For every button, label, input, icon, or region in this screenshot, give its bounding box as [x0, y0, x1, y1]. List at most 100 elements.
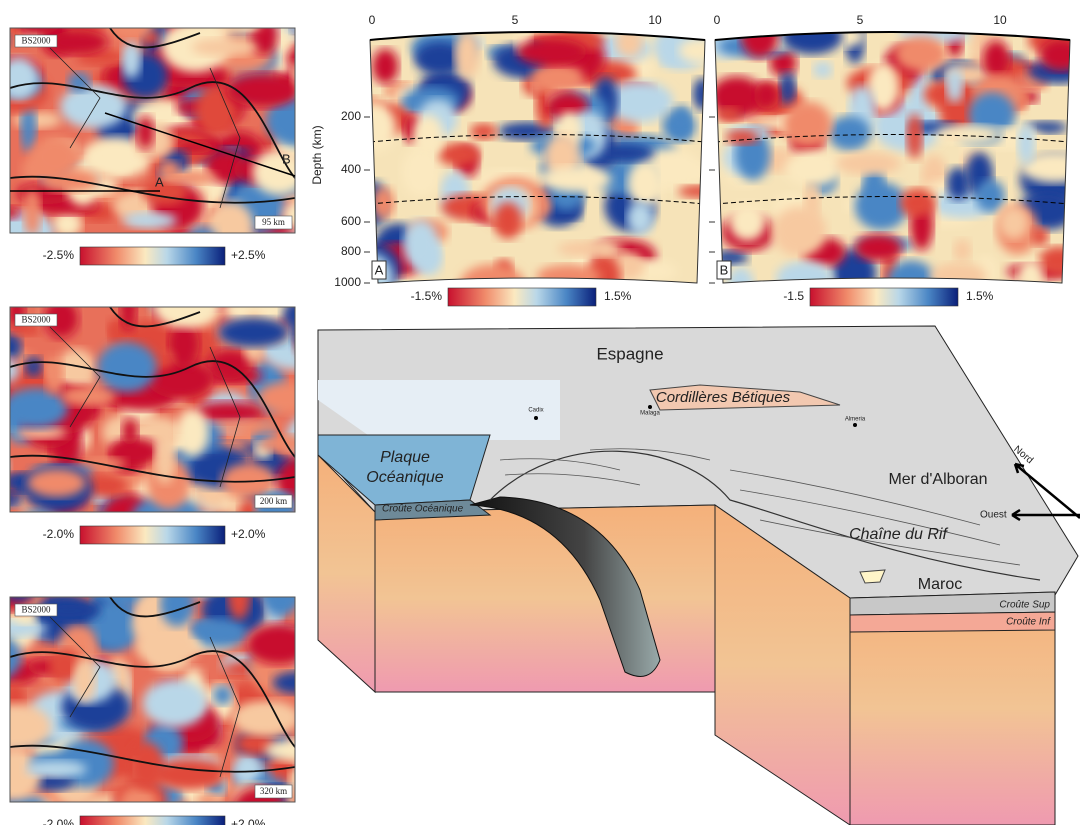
- depth-box: [254, 215, 293, 230]
- x-tick-label: 10: [648, 13, 662, 27]
- plain: [859, 569, 886, 584]
- anomaly: [294, 782, 295, 786]
- anomaly: [174, 140, 216, 154]
- label: Croûte Océanique: [382, 504, 464, 515]
- anomaly: [813, 61, 833, 78]
- anomaly: [272, 671, 295, 694]
- anomaly: [10, 597, 32, 602]
- anomaly: [10, 387, 68, 429]
- anomaly: [263, 597, 295, 618]
- anomaly: [24, 356, 42, 377]
- anomaly: [195, 793, 222, 802]
- anomaly: [227, 597, 251, 620]
- anomaly: [1038, 246, 1070, 275]
- scale-max: 1.5%: [604, 289, 632, 303]
- y-tick-label: 600: [341, 214, 361, 228]
- anomaly: [22, 28, 59, 35]
- scale-max: 1.5%: [966, 289, 994, 303]
- anomaly: [454, 32, 480, 79]
- anomaly: [153, 758, 225, 790]
- anomaly: [0, 807, 43, 825]
- anomaly: [831, 248, 877, 283]
- anomaly: [498, 122, 556, 141]
- anomaly: [414, 41, 466, 76]
- anomaly: [546, 91, 589, 122]
- city-dot: [853, 423, 857, 427]
- anomaly: [142, 679, 208, 728]
- anomaly: [238, 498, 259, 512]
- profile-a: A: [155, 174, 164, 189]
- anomaly: [836, 152, 902, 175]
- anomaly: [536, 264, 602, 283]
- anomaly: [1039, 39, 1070, 72]
- anomaly: [210, 419, 282, 434]
- anomaly: [493, 201, 523, 239]
- scale-max: +2.0%: [231, 527, 266, 541]
- sea: [318, 380, 560, 440]
- anomaly: [15, 426, 67, 439]
- anomaly: [626, 201, 654, 235]
- anomaly: [1031, 226, 1049, 246]
- step-face: [714, 504, 851, 825]
- coastline: [10, 307, 295, 483]
- section-label: A: [375, 262, 384, 277]
- anomaly: [412, 114, 444, 156]
- lower-crust: [849, 611, 1056, 633]
- anomaly: [233, 752, 262, 788]
- scale-min: -2.0%: [43, 817, 75, 825]
- border: [49, 47, 241, 209]
- anomaly: [292, 325, 295, 343]
- discontinuity-410: [370, 134, 705, 143]
- anomaly: [53, 567, 115, 589]
- anomaly: [23, 187, 41, 233]
- map-tag: BS2000: [21, 36, 51, 46]
- x-tick-label: 5: [512, 13, 519, 27]
- tag-box: [14, 603, 58, 617]
- discontinuity-410: [715, 134, 1070, 143]
- anomaly: [293, 28, 295, 32]
- map: [10, 280, 295, 512]
- anomaly: [59, 84, 127, 129]
- y-tick-label: 1000: [334, 275, 361, 289]
- anomaly: [693, 77, 705, 111]
- anomaly: [0, 99, 3, 120]
- anomaly: [946, 167, 971, 201]
- block-diagram: Espagne Cordillères Bétiques Plaque Océa…: [317, 325, 1080, 825]
- arc: [489, 450, 1041, 581]
- anomaly: [10, 491, 20, 504]
- label: Océanique: [366, 469, 443, 486]
- anomaly: [289, 788, 295, 802]
- anomaly: [660, 53, 689, 67]
- corner-box: [716, 260, 732, 280]
- anomaly: [1028, 59, 1070, 84]
- map: [0, 28, 295, 233]
- anomaly: [592, 143, 655, 163]
- scale-min: -1.5: [783, 289, 804, 303]
- anomaly: [121, 41, 142, 79]
- anomaly: [401, 146, 442, 198]
- anomaly: [459, 264, 526, 283]
- anomaly: [776, 261, 834, 283]
- map-tag: BS2000: [21, 315, 51, 325]
- anomaly: [1017, 123, 1036, 165]
- anomaly: [121, 417, 138, 446]
- border: [49, 326, 241, 488]
- slab: [469, 496, 661, 677]
- anomaly: [605, 81, 674, 123]
- anomaly: [294, 232, 295, 233]
- anomaly: [213, 685, 233, 706]
- anomaly: [781, 32, 843, 55]
- anomaly: [753, 81, 780, 110]
- anomaly: [45, 354, 64, 396]
- map-frame: [9, 306, 296, 513]
- anomaly: [195, 85, 238, 137]
- anomaly: [147, 359, 214, 399]
- map-frame: [9, 596, 296, 803]
- anomaly: [190, 620, 215, 638]
- anomaly: [725, 129, 760, 145]
- anomaly: [627, 160, 664, 207]
- anomaly: [58, 28, 69, 30]
- anomaly: [205, 280, 250, 294]
- anomaly: [153, 307, 177, 313]
